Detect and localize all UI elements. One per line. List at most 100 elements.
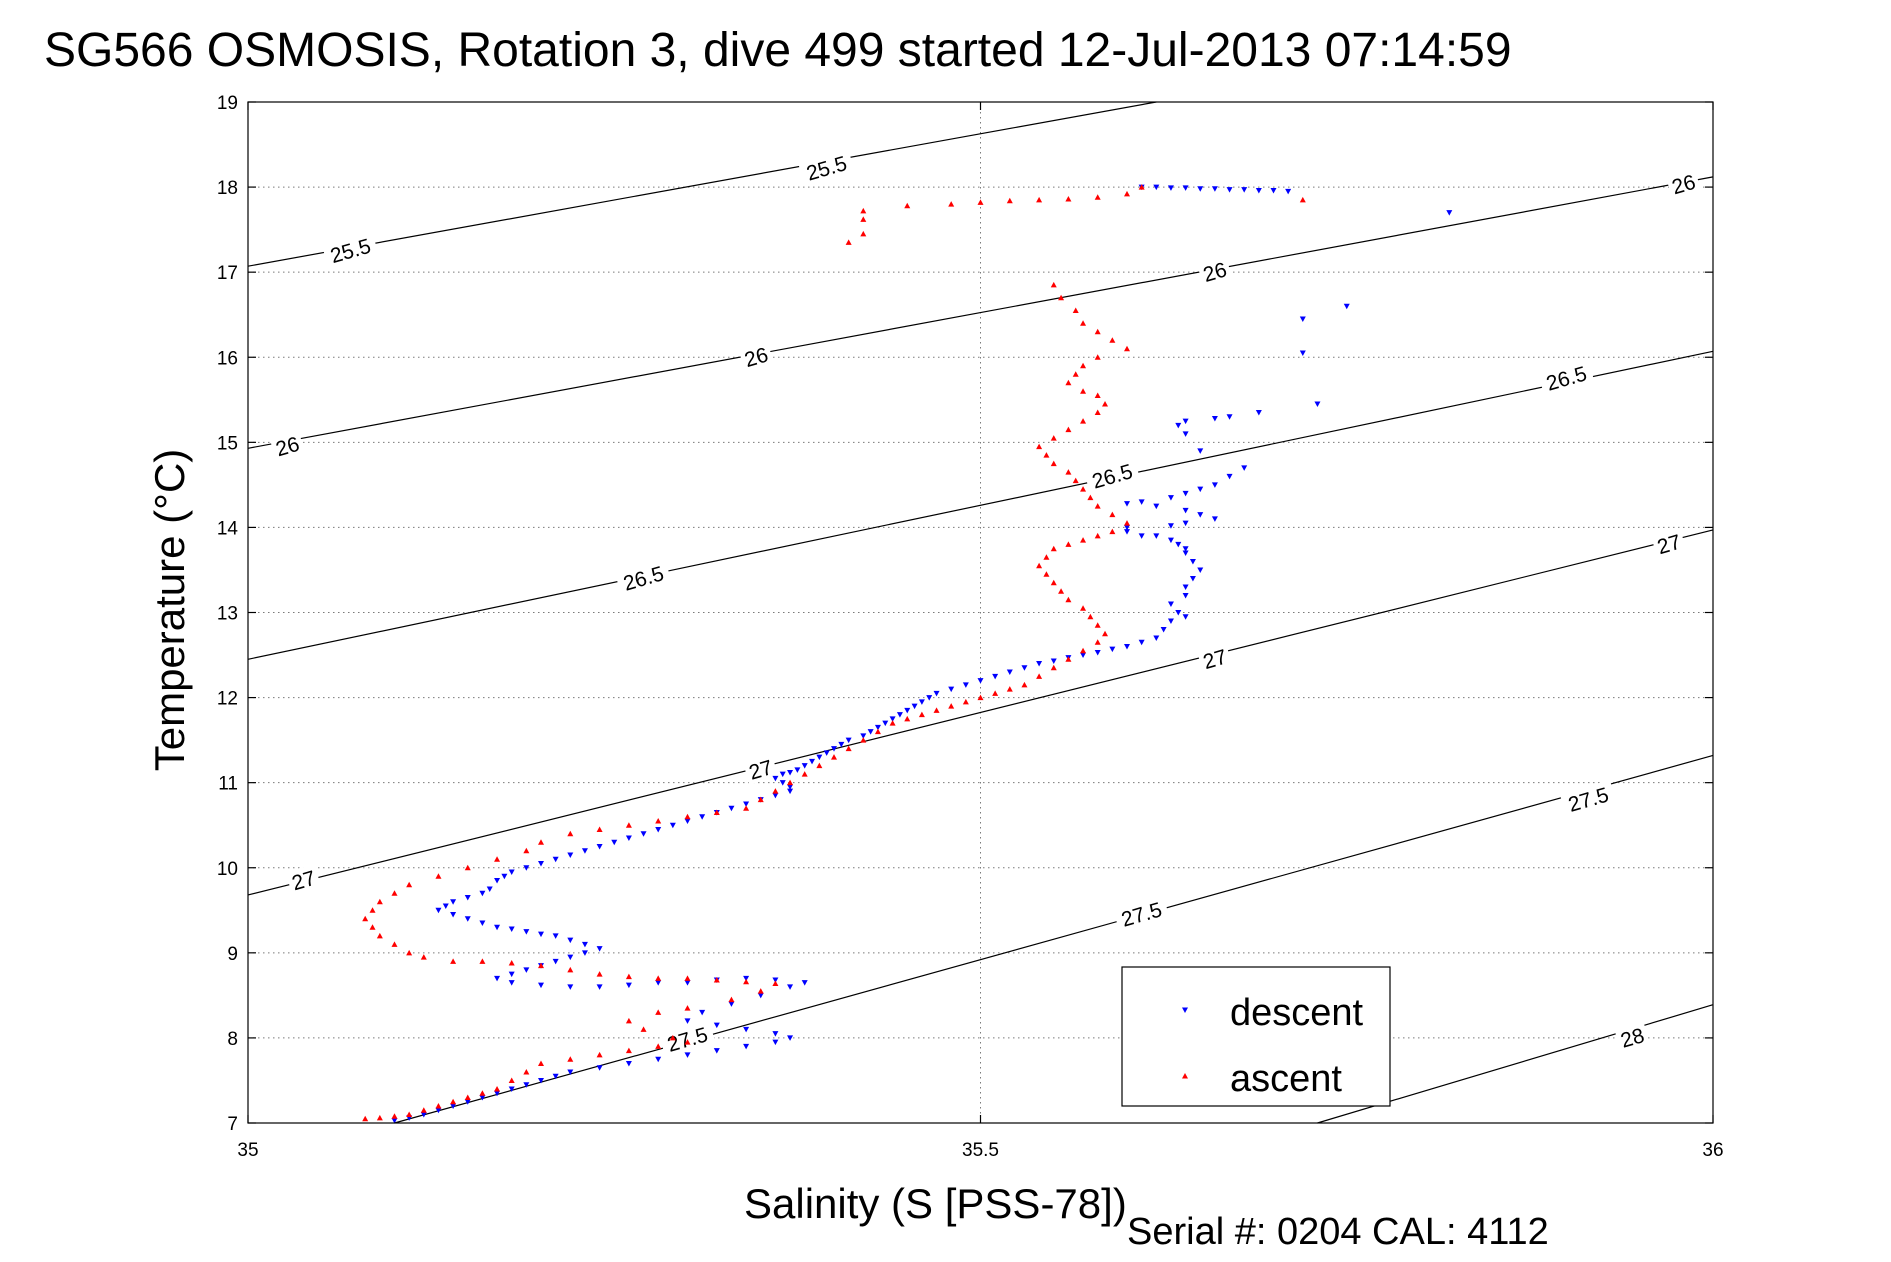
point-ascent [625,822,632,828]
y-tick-label: 13 [217,604,238,625]
y-tick-label: 12 [217,689,238,710]
point-descent [486,886,493,893]
point-ascent [1138,184,1145,190]
legend-marker-ascent [1182,1073,1188,1079]
point-descent [1197,448,1204,454]
point-descent [699,1009,706,1016]
point-descent [743,1026,750,1033]
point-descent [904,707,911,714]
point-ascent [1094,328,1101,335]
point-descent [464,895,471,901]
point-descent [787,984,794,990]
contour-label: 26.5 [621,562,667,595]
point-ascent [1072,371,1079,377]
point-ascent [655,1043,662,1049]
point-ascent [420,954,427,960]
point-ascent [948,703,955,709]
point-descent [1138,499,1145,505]
contour-label: 26.5 [1090,460,1136,493]
point-descent [867,729,874,735]
point-ascent [1094,392,1101,399]
contour-label-group: 27 [285,863,322,895]
point-descent [787,769,794,776]
point-ascent [406,1111,413,1117]
point-ascent [1094,622,1101,628]
point-descent [420,1111,427,1118]
contour-label: 25.5 [804,152,850,185]
point-ascent [1043,554,1050,560]
point-descent [860,733,867,739]
y-tick-label: 17 [217,263,238,284]
point-ascent [1065,541,1072,547]
point-descent [1167,601,1174,607]
point-ascent [1050,281,1057,288]
point-descent [1175,610,1182,616]
point-ascent [596,1051,603,1058]
point-ascent [816,762,823,769]
point-descent [1182,520,1189,527]
density-contour-27 [247,529,1714,896]
point-ascent [772,788,779,794]
point-descent [1153,184,1160,191]
point-descent [787,1035,794,1041]
point-descent [1270,187,1277,194]
point-descent [1153,503,1160,510]
point-descent [596,843,603,850]
density-contour-26 [247,176,1714,449]
contour-label-group: 27 [1196,642,1233,675]
y-tick-label: 8 [227,1029,238,1050]
point-ascent [655,1009,662,1015]
point-descent [1189,575,1196,582]
contour-label-bg [1559,780,1617,818]
point-descent [596,1065,603,1071]
point-descent [1226,187,1233,193]
point-descent [1036,661,1043,667]
point-descent [948,686,955,693]
point-ascent [1058,588,1065,594]
point-descent [926,695,933,701]
point-descent [567,954,574,961]
point-ascent [1050,579,1057,586]
point-ascent [538,962,544,969]
point-ascent [1094,354,1101,360]
point-descent [1167,618,1174,625]
point-descent [523,967,530,973]
x-axis-label: Salinity (S [PSS-78]) [744,1180,1127,1227]
point-ascent [918,711,925,718]
point-ascent [1006,197,1013,204]
point-descent [581,941,588,948]
point-ascent [1065,195,1072,202]
point-descent [743,801,750,807]
point-descent [508,971,515,978]
point-ascent [757,988,764,994]
point-ascent [1080,388,1087,394]
point-ascent [376,898,383,905]
point-descent [508,926,515,933]
point-ascent [391,1113,398,1119]
point-descent [801,763,808,769]
point-ascent [1109,511,1116,518]
contour-label-group: 25.5 [798,148,855,187]
point-descent [918,699,925,705]
point-descent [1211,482,1218,488]
contour-label-bg [1196,642,1233,675]
contour-label: 27.5 [1566,783,1612,816]
point-descent [494,1090,501,1097]
point-ascent [464,864,471,871]
point-descent [1314,401,1321,408]
point-ascent [1065,469,1072,475]
point-ascent [1065,656,1072,662]
point-ascent [787,779,794,786]
point-descent [391,1117,398,1124]
point-descent [977,678,984,684]
point-descent [713,1022,720,1029]
point-ascent [845,745,852,752]
point-ascent [479,1090,486,1096]
point-descent [508,869,515,876]
density-contour-labels: 25.5 25.5 26 26 26 26 26.5 26.5 26.5 27 27 27 27 27.5… [269,148,1702,1058]
point-descent [1124,529,1130,535]
y-axis-label: Temperature (°C) [146,449,193,772]
legend-label-ascent: ascent [1230,1058,1342,1100]
point-descent [567,852,574,858]
point-descent [538,860,544,867]
